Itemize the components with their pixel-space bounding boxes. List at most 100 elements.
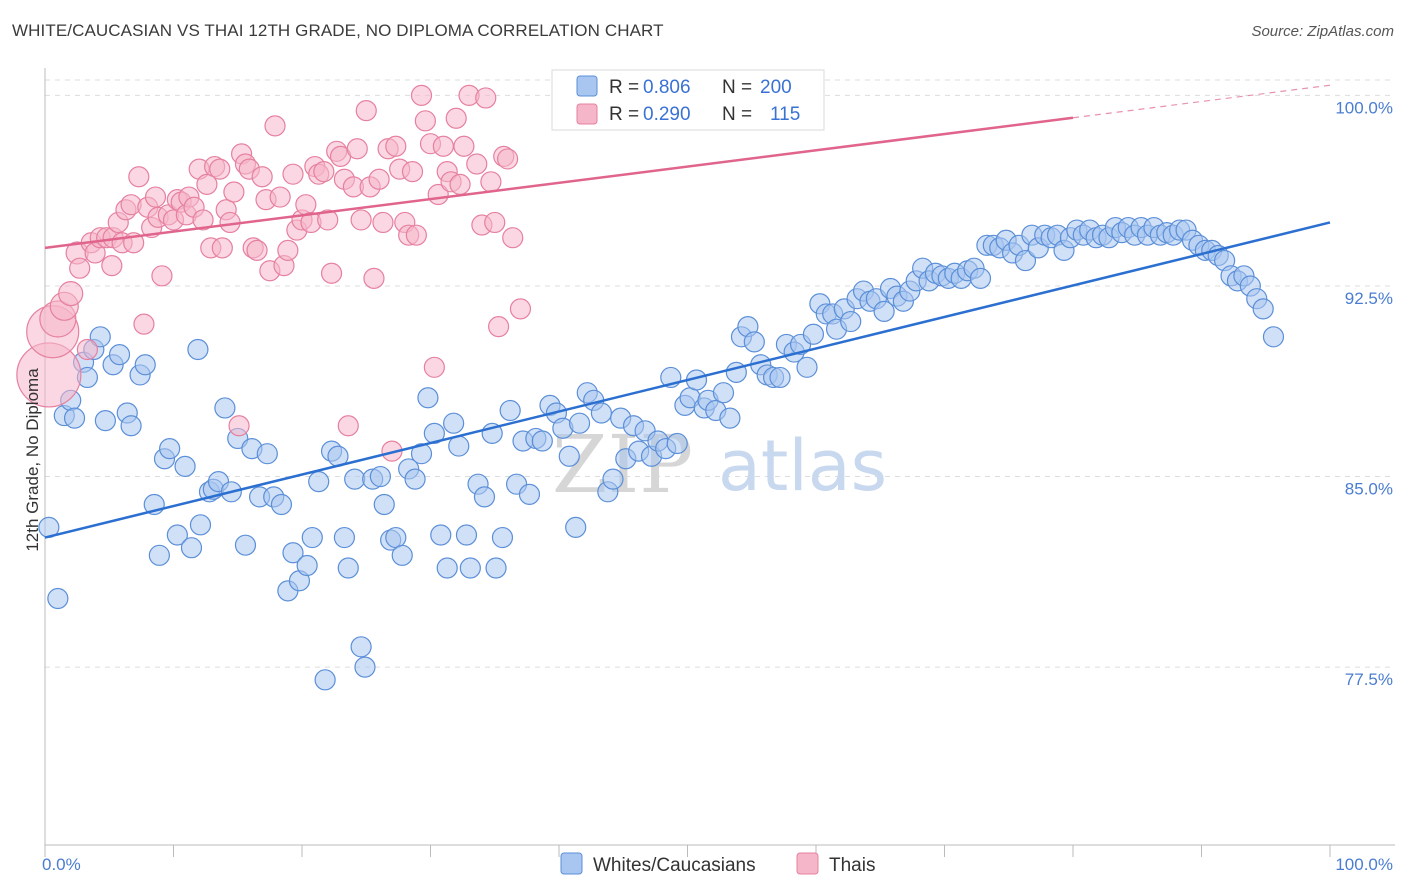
whites-point-31 [234, 534, 257, 556]
whites-point-131 [873, 300, 895, 322]
whites-point-115 [769, 366, 791, 389]
whites-point-126 [840, 310, 862, 333]
whites-point-9 [94, 410, 116, 432]
whites-point-46 [333, 526, 356, 549]
whites-point-67 [459, 557, 481, 579]
bottom-legend-thais: Thais [829, 855, 875, 876]
whites-point-120 [802, 323, 825, 345]
legend-n-value-0: 200 [760, 77, 792, 98]
whites-point-24 [189, 514, 212, 536]
whites-point-55 [385, 526, 407, 549]
thais-point-7 [76, 338, 99, 361]
legend-n-label-0: N = [722, 77, 752, 98]
whites-point-59 [410, 443, 433, 465]
series-thais-points [16, 84, 532, 462]
thais-point-48 [246, 239, 268, 262]
legend-swatch-thais [576, 103, 598, 125]
thais-point-91 [432, 135, 454, 157]
thais-point-39 [211, 237, 233, 259]
whites-point-64 [443, 412, 465, 434]
thais-point-42 [223, 181, 245, 203]
whites-point-40 [296, 554, 318, 577]
legend-n-label-1: N = [722, 104, 752, 125]
whites-point-69 [473, 486, 496, 508]
whites-point-42 [308, 471, 330, 493]
whites-point-73 [499, 399, 521, 422]
y-tick-label-0: 100.0% [1335, 98, 1393, 117]
trend-line-whites [44, 221, 1331, 539]
whites-point-19 [159, 438, 181, 460]
trend-lines [44, 84, 1331, 539]
legend-box: R = 0.806 N = 200 R = 0.290 N = 115 [551, 69, 825, 131]
chart-title: WHITE/CAUCASIAN VS THAI 12TH GRADE, NO D… [12, 21, 664, 40]
whites-point-119 [796, 356, 818, 378]
whites-point-53 [373, 493, 395, 516]
thais-point-105 [497, 148, 519, 170]
whites-point-66 [455, 524, 478, 546]
whites-point-84 [568, 412, 591, 434]
y-tick-label-2: 85.0% [1345, 480, 1393, 499]
whites-point-13 [120, 415, 142, 437]
whites-point-1 [47, 587, 69, 610]
thais-point-59 [295, 194, 317, 216]
thais-point-52 [264, 115, 286, 137]
thais-point-43 [228, 415, 250, 437]
thais-point-25 [151, 265, 173, 287]
thais-point-6 [69, 257, 91, 279]
axes [44, 68, 1395, 857]
whites-point-21 [174, 455, 196, 477]
bottom-legend-whites: Whites/Caucasians [593, 855, 756, 876]
whites-point-4 [63, 407, 86, 429]
whites-point-23 [187, 338, 209, 361]
thais-point-102 [484, 211, 506, 234]
thais-point-53 [269, 186, 291, 208]
thais-point-38 [209, 158, 231, 180]
thais-point-72 [350, 209, 372, 231]
legend-r-value-1: 0.290 [643, 104, 691, 125]
trend-line-thais-extension [1072, 84, 1331, 119]
thais-point-107 [509, 298, 532, 320]
thais-point-63 [313, 161, 335, 183]
whites-point-43 [314, 669, 336, 691]
legend-r-label-0: R = [609, 77, 639, 98]
thais-point-84 [401, 161, 424, 183]
y-tick-label-3: 77.5% [1345, 670, 1393, 689]
whites-point-8 [89, 326, 111, 348]
thais-point-87 [414, 110, 436, 132]
whites-point-76 [518, 483, 541, 505]
legend-r-value-0: 0.806 [643, 77, 691, 98]
whites-point-58 [404, 468, 426, 490]
whites-point-62 [430, 524, 452, 546]
whites-point-72 [491, 526, 514, 549]
whites-point-11 [108, 343, 131, 366]
thais-point-65 [320, 262, 343, 284]
thais-point-103 [488, 316, 510, 338]
thais-point-55 [277, 239, 299, 262]
thais-point-98 [466, 153, 488, 175]
whites-point-47 [337, 557, 359, 579]
thais-point-71 [346, 138, 368, 160]
thais-point-86 [410, 84, 433, 107]
whites-point-63 [436, 557, 458, 579]
whites-point-83 [565, 516, 587, 538]
thais-point-35 [196, 173, 218, 195]
whites-point-78 [531, 430, 553, 452]
whites-point-153 [1014, 249, 1037, 272]
thais-point-20 [133, 313, 155, 335]
bottom-legend-swatch-whites [560, 852, 583, 875]
thais-point-19 [128, 166, 150, 188]
chart-source: Source: ZipAtlas.com [1251, 23, 1394, 40]
whites-point-99 [666, 432, 688, 455]
whites-point-17 [148, 544, 170, 566]
legend-n-value-1: 115 [770, 104, 800, 125]
thais-point-73 [355, 100, 377, 122]
thais-point-64 [317, 209, 339, 231]
trend-line-thais [44, 116, 1074, 250]
thais-point-89 [423, 356, 445, 378]
whites-point-41 [301, 526, 323, 549]
thais-point-94 [445, 107, 467, 129]
thais-point-69 [337, 415, 359, 437]
whites-point-82 [558, 445, 580, 467]
whites-point-61 [423, 422, 445, 444]
thais-point-85 [405, 224, 427, 246]
